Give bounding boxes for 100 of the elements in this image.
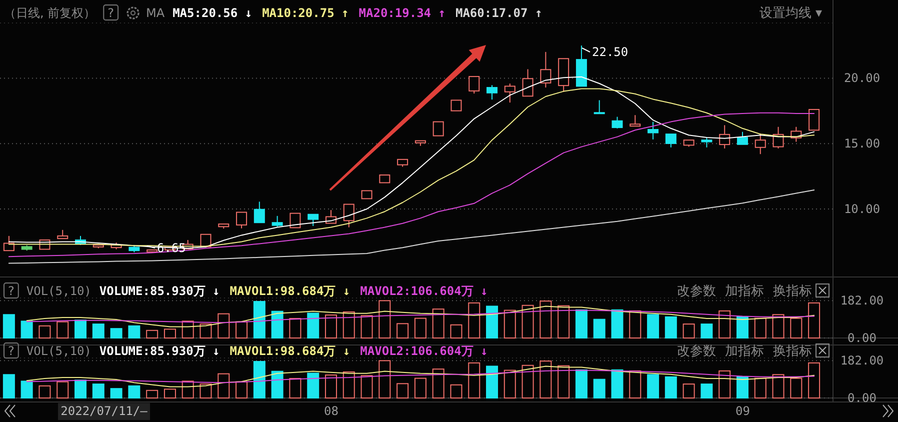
bar <box>736 376 748 398</box>
bar <box>200 384 212 398</box>
chart-title: VOL(5,10) <box>26 344 92 358</box>
bar <box>324 314 337 338</box>
candlestick <box>719 124 730 149</box>
bar <box>611 309 624 338</box>
bar <box>56 381 69 398</box>
bar <box>504 370 516 398</box>
bar <box>432 368 444 398</box>
bar <box>271 370 284 398</box>
bar <box>200 324 212 338</box>
candlestick <box>665 134 676 148</box>
bar <box>378 300 391 338</box>
y-tick-label: 15.00 <box>844 136 880 151</box>
bar <box>575 309 588 338</box>
bar <box>271 310 284 338</box>
bar <box>682 384 695 398</box>
bar <box>74 380 87 398</box>
bar <box>772 374 784 398</box>
bar <box>682 324 695 338</box>
candlestick <box>630 114 641 127</box>
bar <box>468 302 480 338</box>
candlestick <box>648 121 659 140</box>
bar <box>307 312 320 338</box>
text: MA20:19.34 ↑ <box>358 6 446 20</box>
candlestick <box>308 214 319 226</box>
candlestick <box>254 201 265 224</box>
bar <box>522 364 534 398</box>
bar <box>593 318 606 338</box>
bar <box>575 369 588 398</box>
annotation: ? <box>8 344 14 358</box>
bar <box>540 300 552 338</box>
bar <box>218 313 230 338</box>
bar <box>629 310 642 338</box>
bar <box>236 321 248 338</box>
text: MA5:20.56 ↓ <box>172 6 252 20</box>
y-tick-label: 10.00 <box>844 202 880 216</box>
annotation: 改参数 <box>677 344 716 359</box>
line-series <box>26 366 815 388</box>
y-tick-label: 0.00 <box>848 391 876 405</box>
bar <box>504 310 516 338</box>
bar <box>218 373 230 398</box>
bar <box>360 315 373 338</box>
candlestick <box>540 51 552 88</box>
candlestick <box>468 76 480 94</box>
text: MA10:20.75 ↑ <box>262 6 349 20</box>
candlestick <box>701 136 712 148</box>
bar <box>522 304 534 338</box>
candlestick <box>272 215 283 228</box>
series-label: MAVOL1:98.684万 ↓ <box>230 344 350 358</box>
x-tick-label: 09 <box>735 404 750 418</box>
series-label: MAVOL2:106.604万 ↓ <box>360 284 488 298</box>
bar <box>378 360 391 398</box>
bar <box>289 318 302 338</box>
y-tick-label: 182.00 <box>840 354 884 368</box>
candlestick <box>236 212 248 229</box>
series-label: VOLUME:85.930万 ↓ <box>99 344 220 358</box>
candlestick <box>754 132 766 155</box>
bar <box>414 318 426 338</box>
bar <box>236 381 248 398</box>
bar <box>664 376 677 398</box>
bar <box>20 380 33 398</box>
bar <box>396 383 409 398</box>
bar <box>718 370 731 398</box>
bar <box>432 308 444 338</box>
chart-subtitle: （日线, 前复权） <box>4 6 96 20</box>
bar <box>110 328 122 338</box>
candlestick <box>594 100 605 114</box>
series-label: MAVOL2:106.604万 ↓ <box>360 344 488 358</box>
candlestick <box>343 204 354 228</box>
bar <box>700 324 713 338</box>
bar <box>253 360 266 398</box>
bar <box>342 371 355 398</box>
bar <box>700 384 713 398</box>
bar <box>450 324 462 338</box>
bar <box>664 316 677 338</box>
y-tick-label: 0.00 <box>848 331 876 345</box>
bar <box>128 325 140 338</box>
candlestick <box>808 108 820 131</box>
bar <box>146 390 158 398</box>
bar <box>736 316 748 338</box>
bar <box>164 328 176 338</box>
bar <box>342 311 355 338</box>
annotation: ? <box>8 284 14 298</box>
annotation: 加指标 <box>725 284 764 299</box>
candlestick <box>200 234 212 248</box>
candlestick <box>3 235 14 252</box>
bar <box>647 314 660 338</box>
line-series <box>8 190 815 264</box>
series-label: MAVOL1:98.684万 ↓ <box>230 284 350 298</box>
bar <box>486 306 498 338</box>
series-label: VOLUME:85.930万 ↓ <box>99 284 220 298</box>
bar <box>289 378 302 398</box>
bar <box>38 325 51 338</box>
candlestick <box>612 116 623 129</box>
bar <box>396 323 409 338</box>
line-series <box>26 306 815 328</box>
candlestick <box>736 131 748 145</box>
candlestick <box>486 84 498 100</box>
bar <box>558 365 570 398</box>
